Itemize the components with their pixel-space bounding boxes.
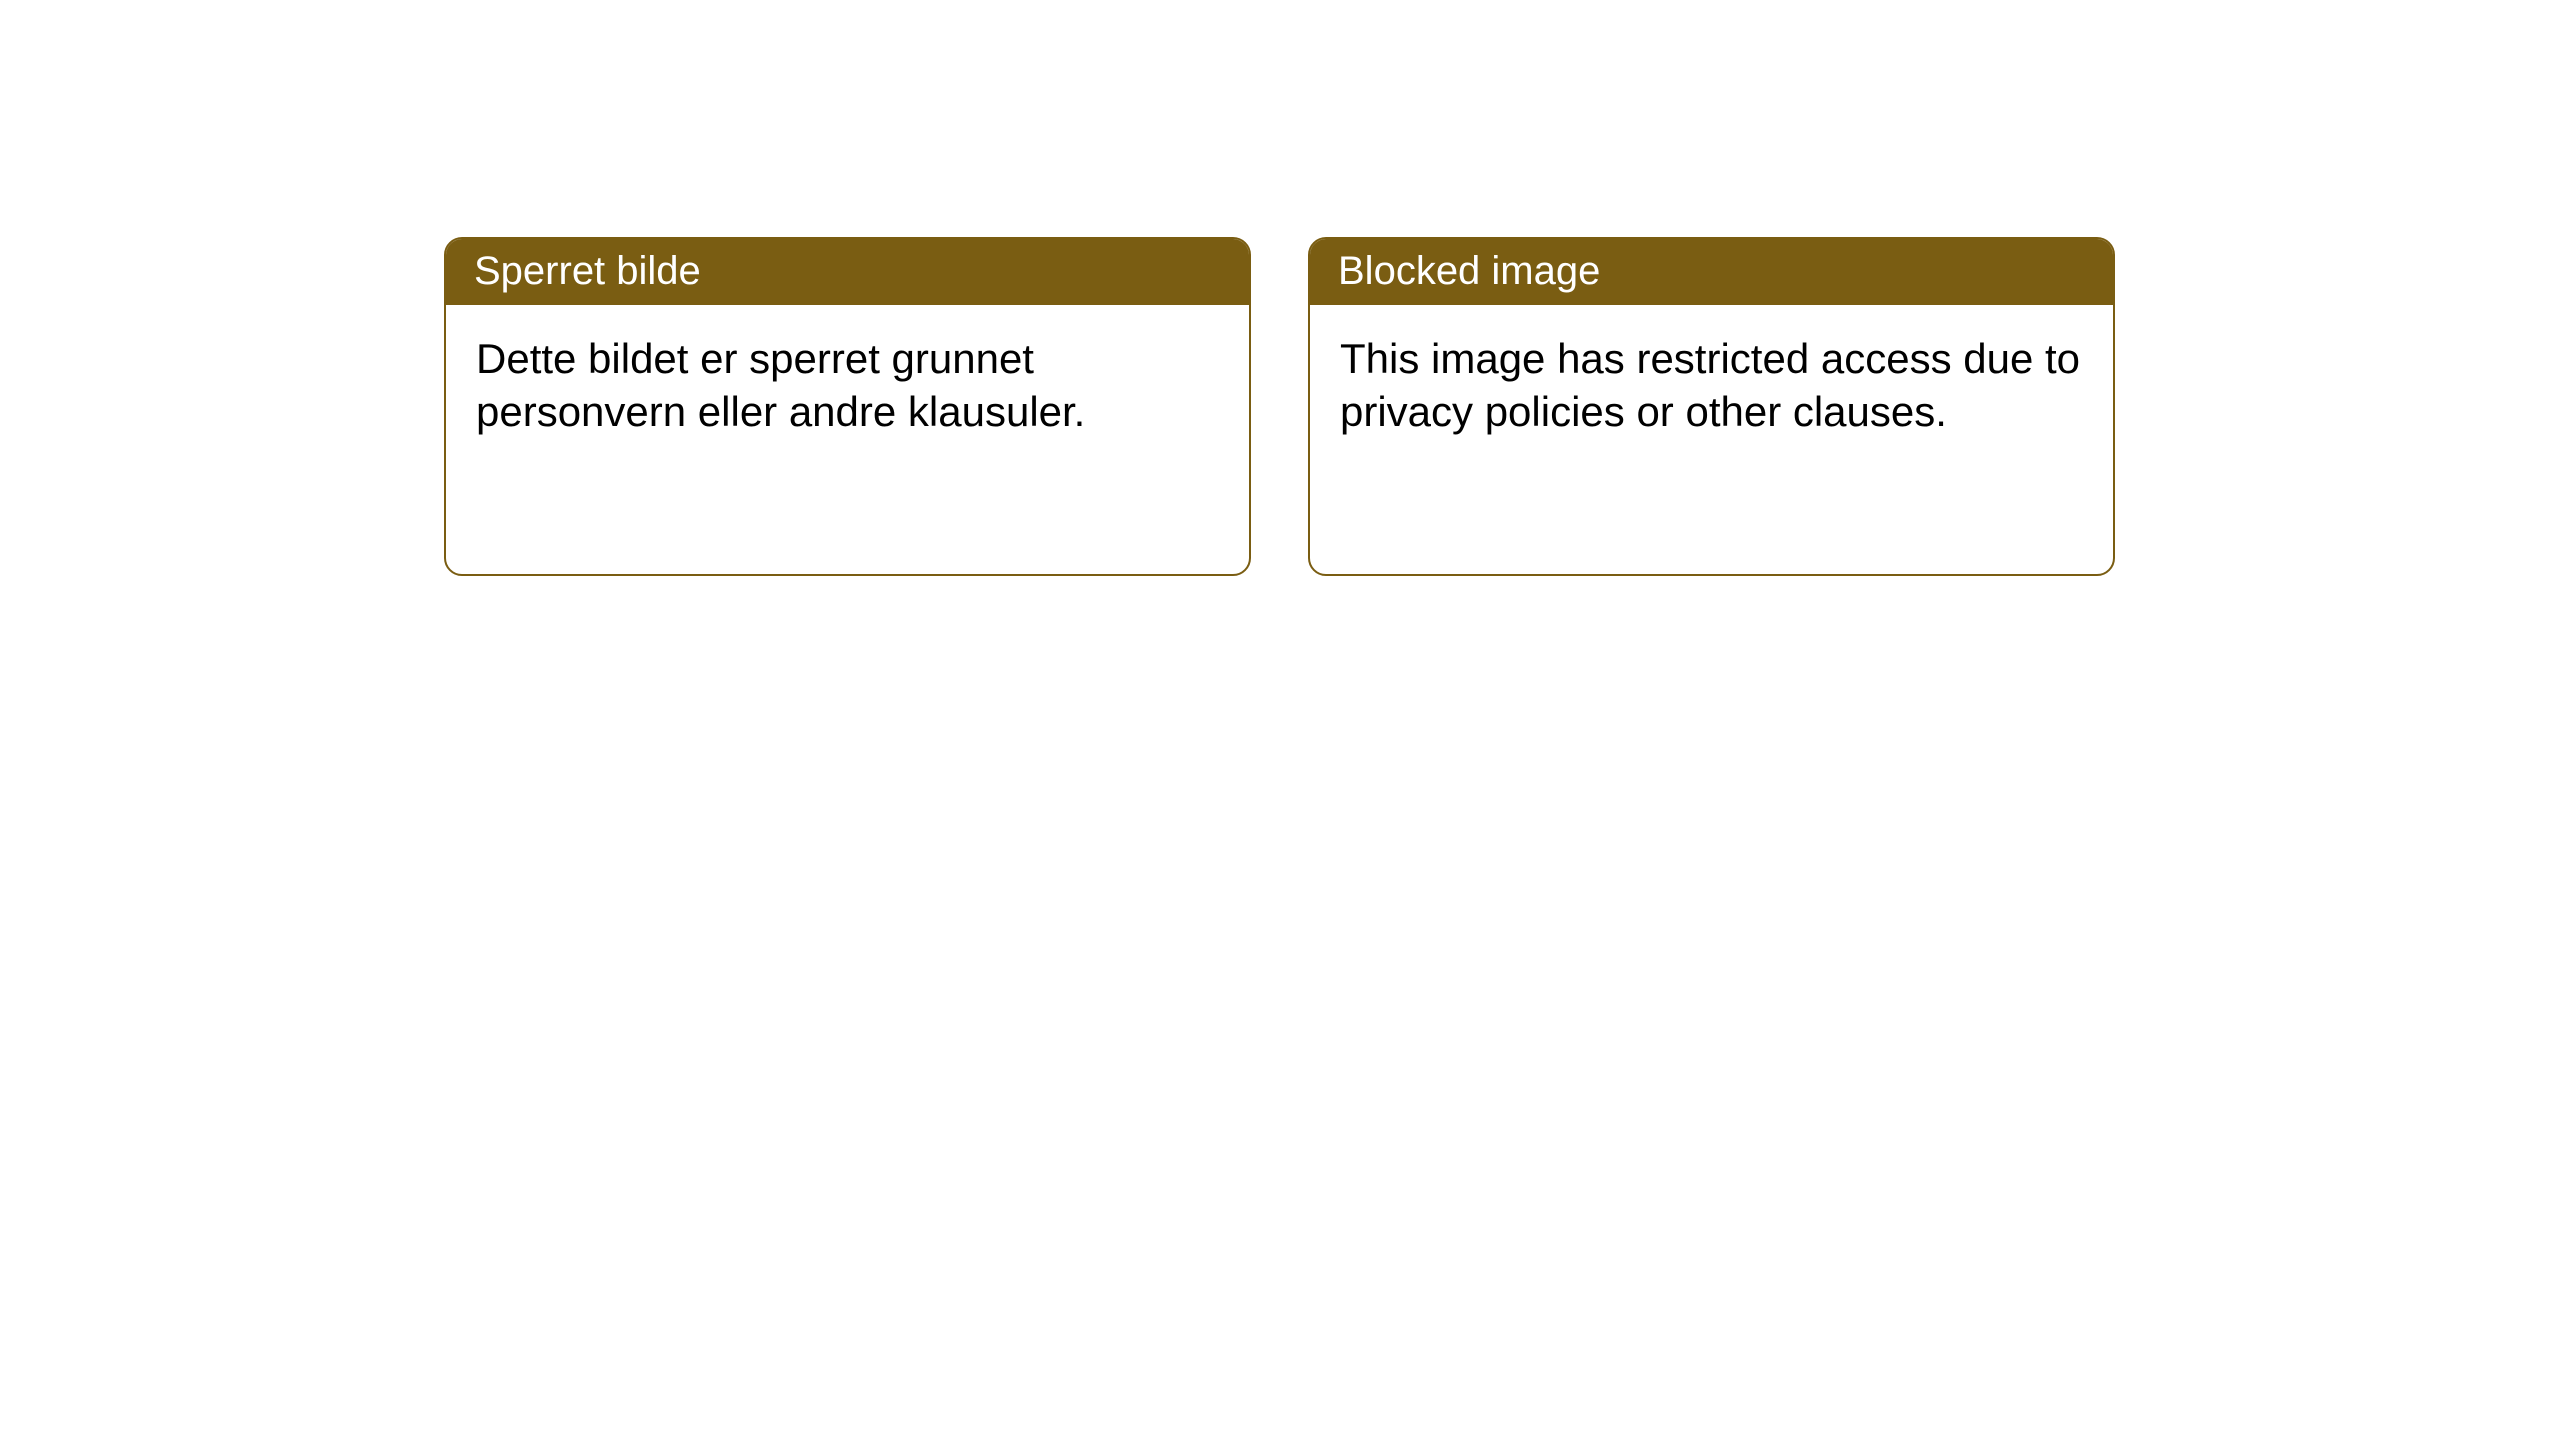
notice-box-english: Blocked image This image has restricted … (1308, 237, 2115, 576)
notice-box-norwegian: Sperret bilde Dette bildet er sperret gr… (444, 237, 1251, 576)
notice-title: Blocked image (1310, 239, 2113, 305)
notice-container: Sperret bilde Dette bildet er sperret gr… (444, 237, 2115, 576)
notice-body: Dette bildet er sperret grunnet personve… (446, 305, 1249, 466)
notice-title: Sperret bilde (446, 239, 1249, 305)
notice-body: This image has restricted access due to … (1310, 305, 2113, 466)
